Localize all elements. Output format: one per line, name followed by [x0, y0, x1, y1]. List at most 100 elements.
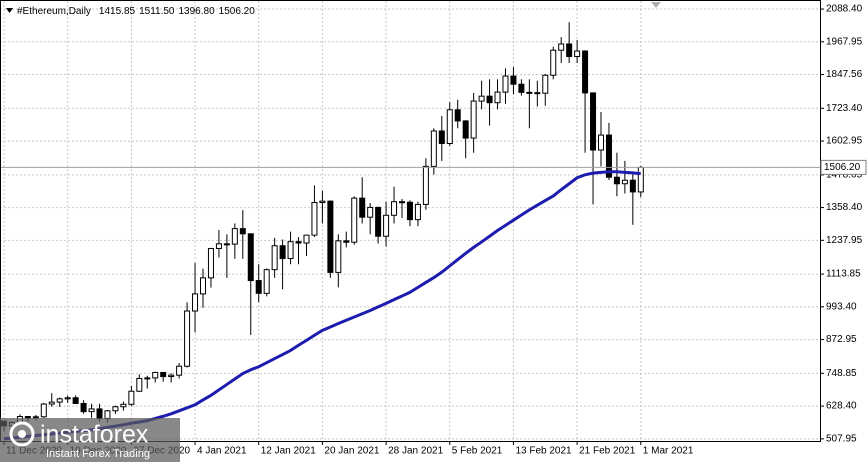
candle-body — [359, 197, 366, 218]
candle-body — [72, 397, 79, 404]
candle-body — [176, 365, 183, 376]
candle-body — [438, 130, 445, 144]
y-tick-label: 1237.95 — [826, 235, 863, 246]
candle-body — [343, 240, 350, 243]
candle-body — [223, 243, 230, 246]
candle-body — [335, 240, 342, 273]
candle-body — [327, 200, 334, 273]
watermark-brand: instaforex — [40, 421, 149, 449]
y-tick-label: 628.40 — [826, 401, 857, 412]
candle-body — [247, 233, 254, 282]
x-tick-label: 4 Jan 2021 — [197, 446, 247, 457]
candle-body — [287, 241, 294, 260]
candle-body — [526, 91, 533, 94]
menu-arrow[interactable] — [6, 8, 13, 13]
candle-body — [271, 245, 278, 271]
candle-body — [295, 241, 302, 244]
candle-body — [494, 91, 501, 104]
candle-body — [590, 92, 597, 151]
price-tag — [820, 159, 867, 175]
candle-body — [40, 403, 47, 418]
x-tick-label: 1 Mar 2021 — [643, 446, 694, 457]
candle-body — [192, 293, 199, 312]
y-tick-label: 1478.65 — [826, 170, 863, 181]
y-tick-label: 1723.40 — [826, 103, 863, 114]
candle-body — [128, 390, 135, 405]
candle-body — [367, 206, 374, 218]
candle-body — [598, 134, 604, 151]
shift-marker[interactable] — [651, 2, 661, 8]
candle-body — [88, 408, 95, 413]
grid — [0, 1, 820, 441]
y-tick-label: 1847.56 — [826, 69, 863, 80]
candle-body — [160, 371, 167, 378]
price-tag-label: 1506.20 — [824, 162, 861, 173]
candle-body — [168, 374, 175, 378]
candle-body — [462, 120, 469, 139]
y-tick-label: 2088.40 — [826, 4, 863, 15]
candle-body — [112, 406, 119, 412]
candle-body — [502, 75, 509, 93]
candle-body — [215, 243, 222, 249]
candle-body — [375, 206, 382, 237]
candle-body — [454, 109, 461, 122]
x-tick-label: 28 Jan 2021 — [388, 446, 443, 457]
candle-body — [574, 50, 581, 57]
header-value: 1506.20 — [219, 6, 256, 17]
candle-body — [96, 408, 103, 419]
candle-body — [566, 43, 573, 57]
y-tick-label: 993.40 — [826, 301, 857, 312]
candle-body — [383, 214, 390, 237]
y-tick-label: 748.85 — [826, 368, 857, 379]
y-tick-label: 507.95 — [826, 433, 857, 444]
symbol: #Ethereum,Daily — [17, 6, 91, 17]
candle-body — [239, 228, 246, 235]
candle-body — [478, 95, 485, 102]
watermark: instaforex Instant Forex Trading — [0, 418, 180, 462]
candle-body — [605, 134, 612, 178]
watermark-tagline: Instant Forex Trading — [46, 448, 150, 460]
x-tick-label: 12 Jan 2021 — [261, 446, 316, 457]
y-tick-label: 872.95 — [826, 334, 857, 345]
candle-body — [613, 176, 620, 185]
header-value: 1511.50 — [139, 6, 175, 17]
candle-body — [184, 310, 191, 367]
candle-body — [414, 203, 421, 221]
y-tick-label: 1113.85 — [826, 269, 861, 280]
candle-body — [104, 410, 111, 419]
candle-body — [200, 277, 206, 295]
chart-header: #Ethereum,Daily 1415.85 1511.50 1396.80 1506… — [17, 6, 255, 17]
candle-body — [80, 402, 87, 413]
candle-body — [621, 179, 628, 185]
watermark-logo — [9, 421, 35, 447]
header-value: 1396.80 — [178, 6, 215, 17]
candle-body — [542, 74, 549, 94]
candle-body — [48, 401, 55, 405]
candle-body — [56, 398, 63, 403]
candle-body — [510, 75, 517, 85]
candle-body — [486, 95, 493, 104]
candle-body — [311, 202, 318, 236]
x-tick-label: 20 Jan 2021 — [324, 446, 379, 457]
y-tick-label: 1967.95 — [826, 36, 863, 47]
watermark-logo-core — [18, 430, 26, 438]
candle-body — [279, 245, 286, 260]
candle-body — [446, 109, 453, 144]
y-tick-label: 1602.95 — [826, 136, 863, 147]
candle-body — [534, 92, 541, 95]
candle-body — [351, 197, 358, 243]
candle-body — [231, 228, 238, 245]
candle-body — [303, 234, 310, 244]
candle-body — [391, 201, 398, 216]
candle-body — [399, 201, 405, 204]
candle-body — [24, 416, 31, 419]
candle-body — [550, 49, 557, 76]
header-value: 1415.85 — [99, 6, 136, 17]
candle-body — [152, 371, 159, 379]
candle-body — [558, 43, 565, 51]
x-tick-label: 5 Feb 2021 — [452, 446, 503, 457]
x-tick-label: 13 Feb 2021 — [515, 446, 572, 457]
candle-body — [263, 269, 270, 294]
candle-body — [136, 377, 143, 392]
